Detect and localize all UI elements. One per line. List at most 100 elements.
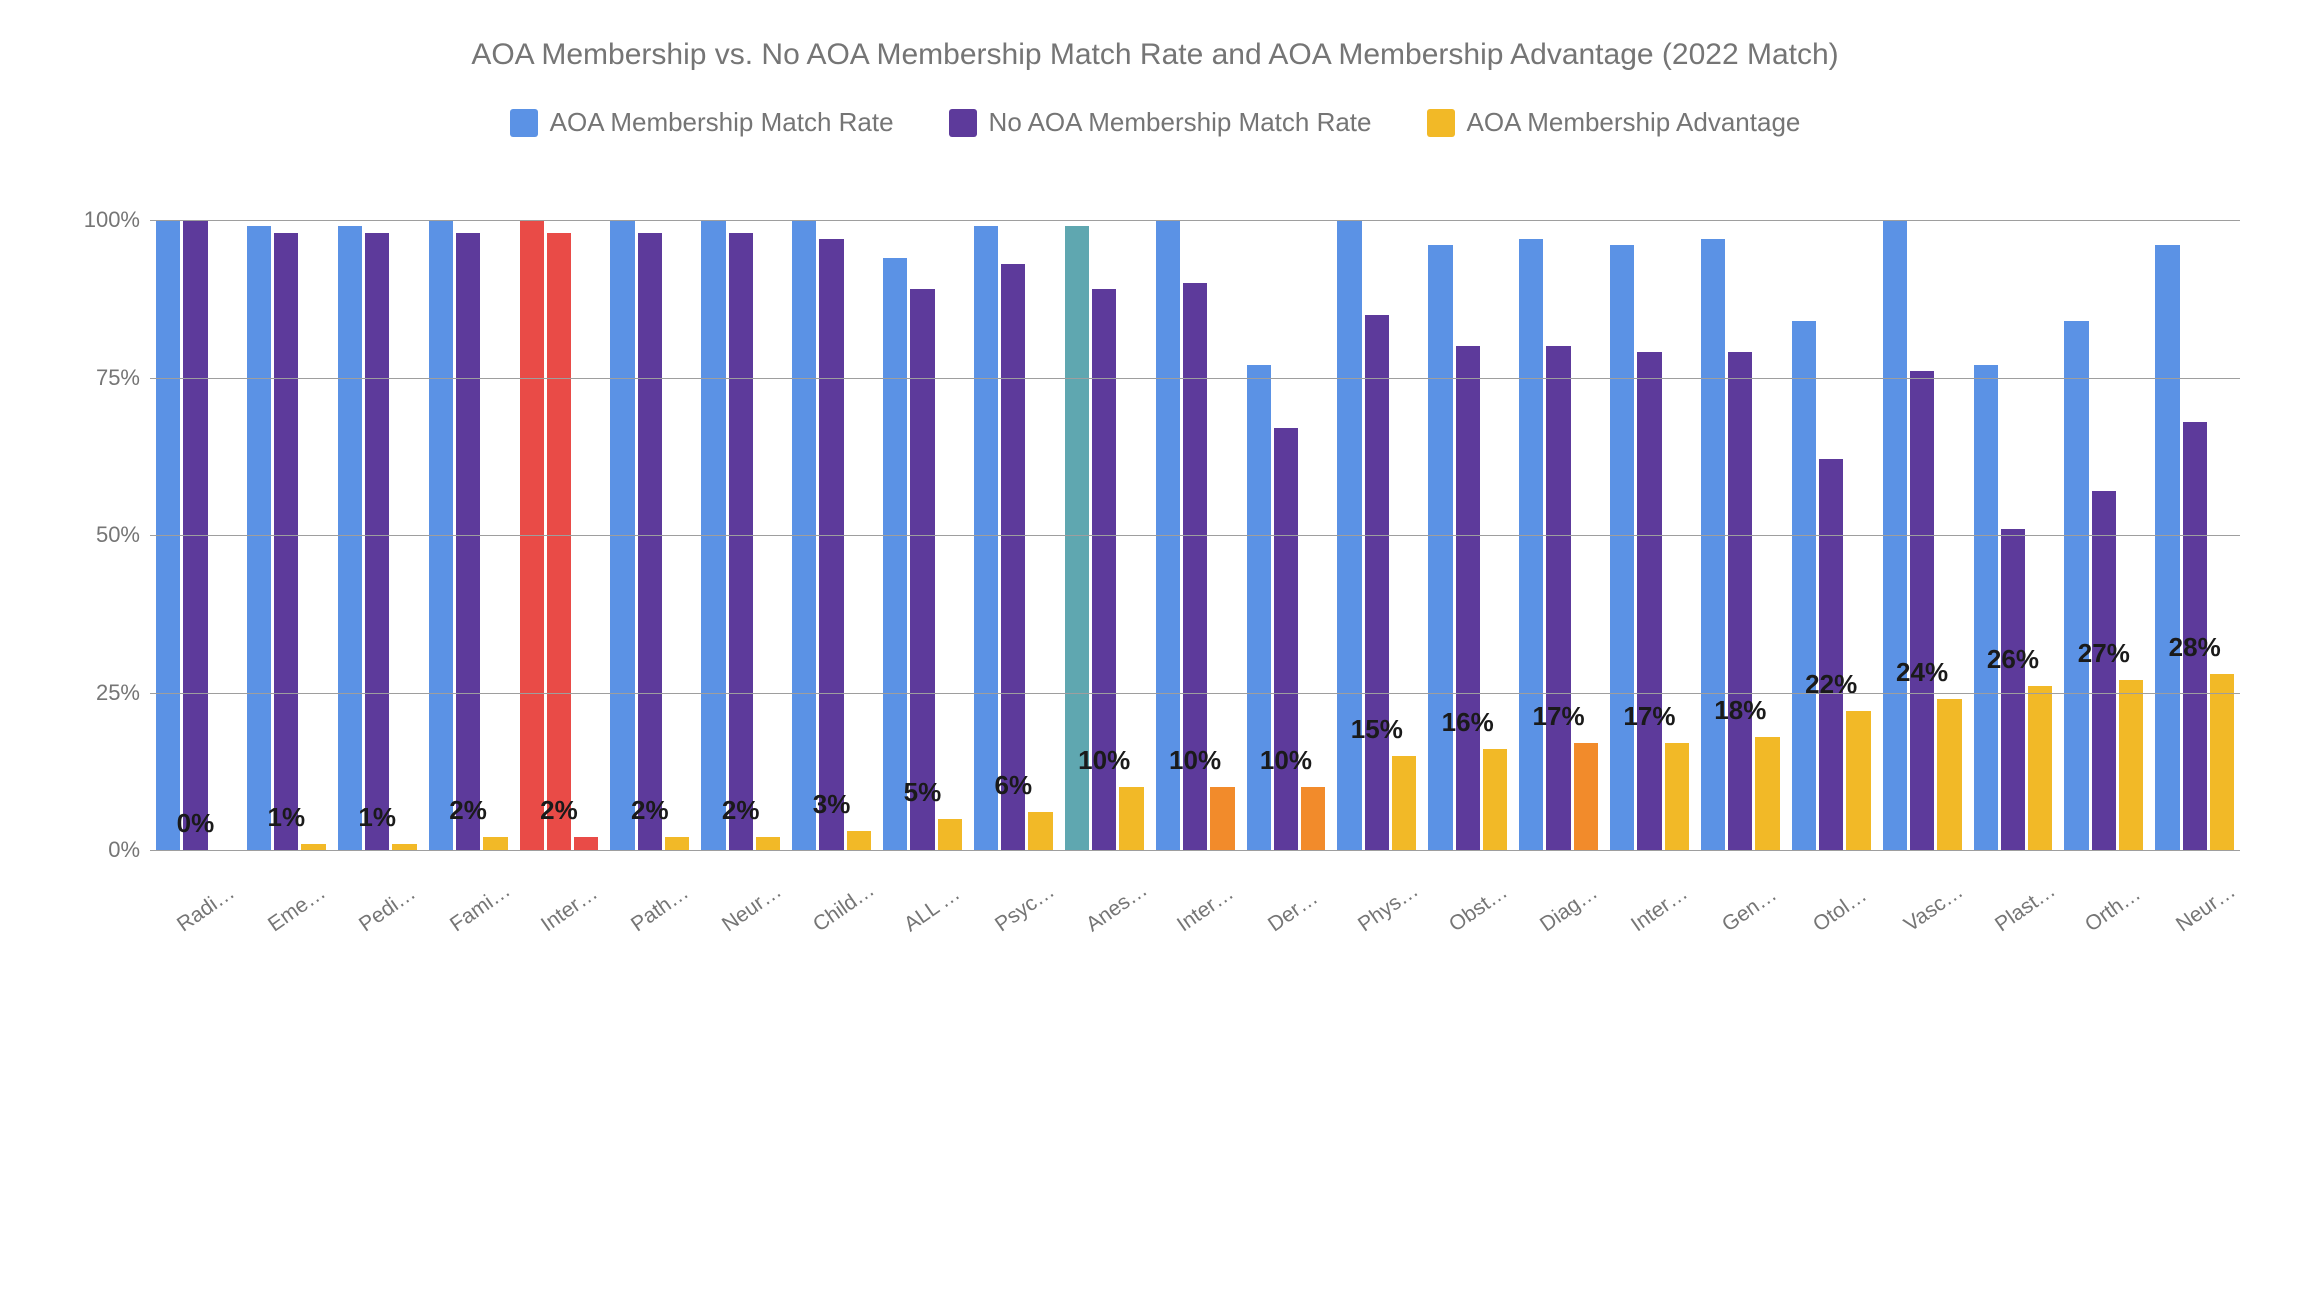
bar-aoa xyxy=(1974,365,1998,850)
bar-no-aoa xyxy=(910,289,934,850)
advantage-value-label: 17% xyxy=(1513,701,1604,732)
advantage-value-label: 28% xyxy=(2149,632,2240,663)
bar-advantage xyxy=(2210,674,2234,850)
y-axis-tick-label: 0% xyxy=(75,837,140,863)
advantage-value-label: 2% xyxy=(514,795,605,826)
bar-aoa xyxy=(1610,245,1634,850)
bar-no-aoa xyxy=(1819,459,1843,850)
y-axis-tick-label: 75% xyxy=(75,365,140,391)
y-axis-tick-label: 100% xyxy=(75,207,140,233)
bar-no-aoa xyxy=(2092,491,2116,850)
bar-aoa xyxy=(1701,239,1725,850)
x-axis-tick-label: Internal Medicine/Pediatri… xyxy=(1173,865,1261,937)
bar-advantage xyxy=(665,837,689,850)
bar-advantage xyxy=(574,837,598,850)
bar-no-aoa xyxy=(1274,428,1298,850)
chart-title: AOA Membership vs. No AOA Membership Mat… xyxy=(0,0,2310,72)
bar-no-aoa xyxy=(729,233,753,850)
bar-advantage xyxy=(756,837,780,850)
bar-aoa xyxy=(2064,321,2088,850)
bar-advantage xyxy=(2028,686,2052,850)
x-axis-tick-label: Orthopaedic Surgery xyxy=(2081,865,2169,937)
legend-swatch xyxy=(1427,109,1455,137)
x-axis-tick-label: Neurological Surgery xyxy=(2172,865,2260,937)
bar-no-aoa xyxy=(1001,264,1025,850)
bar-advantage xyxy=(1483,749,1507,850)
x-axis-tick-label: Anesthesiology xyxy=(1082,865,1170,937)
bar-aoa xyxy=(1247,365,1271,850)
x-axis-tick-label: Child Neurology xyxy=(809,865,897,937)
x-axis-tick-label: Family Medicine xyxy=(446,865,534,937)
advantage-value-label: 18% xyxy=(1695,695,1786,726)
x-axis-tick-label: Interventional Radiology xyxy=(1627,865,1715,937)
x-axis-labels: Radiation OncologyEmergency MedicinePedi… xyxy=(150,870,2240,894)
x-axis-tick-label: Pathology xyxy=(627,865,715,937)
advantage-value-label: 10% xyxy=(1241,745,1332,776)
advantage-value-label: 10% xyxy=(1150,745,1241,776)
advantage-value-label: 2% xyxy=(423,795,514,826)
x-axis-tick-label: General Surgery xyxy=(1718,865,1806,937)
bar-no-aoa xyxy=(1365,315,1389,851)
bar-aoa xyxy=(1792,321,1816,850)
bar-no-aoa xyxy=(638,233,662,850)
advantage-value-label: 10% xyxy=(1059,745,1150,776)
bar-advantage xyxy=(1392,756,1416,851)
x-axis-tick-label: Emergency Medicine xyxy=(264,865,352,937)
bar-advantage xyxy=(1301,787,1325,850)
bar-advantage xyxy=(1937,699,1961,850)
y-axis-tick-label: 25% xyxy=(75,680,140,706)
bar-aoa xyxy=(338,226,362,850)
bar-aoa xyxy=(883,258,907,850)
advantage-value-label: 15% xyxy=(1331,714,1422,745)
advantage-value-label: 3% xyxy=(786,789,877,820)
chart-legend: AOA Membership Match Rate No AOA Members… xyxy=(0,107,2310,138)
x-axis-tick-label: Plastic Surgery xyxy=(1990,865,2078,937)
advantage-value-label: 5% xyxy=(877,777,968,808)
plot-area: 0%1%1%2%2%2%2%3%5%6%10%10%10%15%16%17%17… xyxy=(150,220,2240,850)
x-axis-tick-label: Diagnostic Radiology xyxy=(1536,865,1624,937)
legend-item-advantage: AOA Membership Advantage xyxy=(1427,107,1801,138)
advantage-value-label: 2% xyxy=(604,795,695,826)
bar-aoa xyxy=(247,226,271,850)
bar-advantage xyxy=(483,837,507,850)
bar-no-aoa xyxy=(456,233,480,850)
bar-advantage xyxy=(1210,787,1234,850)
grid-line xyxy=(150,535,2240,536)
bar-aoa xyxy=(1519,239,1543,850)
advantage-value-label: 27% xyxy=(2058,638,2149,669)
x-axis-tick-label: Physical Medicine and Re… xyxy=(1354,865,1442,937)
legend-label: AOA Membership Match Rate xyxy=(550,107,894,138)
grid-line xyxy=(150,378,2240,379)
bar-advantage xyxy=(1574,743,1598,850)
advantage-value-label: 22% xyxy=(1786,669,1877,700)
grid-line xyxy=(150,693,2240,694)
x-axis-tick-label: Internal Medicine xyxy=(536,865,624,937)
bar-aoa xyxy=(1428,245,1452,850)
advantage-value-label: 1% xyxy=(332,802,423,833)
bar-aoa xyxy=(2155,245,2179,850)
legend-item-no-aoa: No AOA Membership Match Rate xyxy=(949,107,1372,138)
bar-no-aoa xyxy=(2001,529,2025,850)
bar-advantage xyxy=(1119,787,1143,850)
advantage-value-label: 0% xyxy=(150,808,241,839)
x-axis-tick-label: Otolaryngology xyxy=(1809,865,1897,937)
x-axis-tick-label: Dermatology xyxy=(1263,865,1351,937)
x-axis-tick-label: ALL APPLICANTS xyxy=(900,865,988,937)
x-axis-tick-label: Obstetrics and Gynecology xyxy=(1445,865,1533,937)
advantage-value-label: 2% xyxy=(695,795,786,826)
bar-no-aoa xyxy=(547,233,571,850)
advantage-value-label: 24% xyxy=(1877,657,1968,688)
bar-advantage xyxy=(1665,743,1689,850)
bar-no-aoa xyxy=(819,239,843,850)
x-axis-tick-label: Neurology xyxy=(718,865,806,937)
advantage-value-label: 17% xyxy=(1604,701,1695,732)
bar-advantage xyxy=(1755,737,1779,850)
grid-line xyxy=(150,220,2240,221)
grid-line xyxy=(150,850,2240,851)
bar-aoa xyxy=(974,226,998,850)
y-axis-tick-label: 50% xyxy=(75,522,140,548)
legend-item-aoa: AOA Membership Match Rate xyxy=(510,107,894,138)
x-axis-tick-label: Pediatrics xyxy=(355,865,443,937)
legend-swatch xyxy=(949,109,977,137)
bar-no-aoa xyxy=(365,233,389,850)
